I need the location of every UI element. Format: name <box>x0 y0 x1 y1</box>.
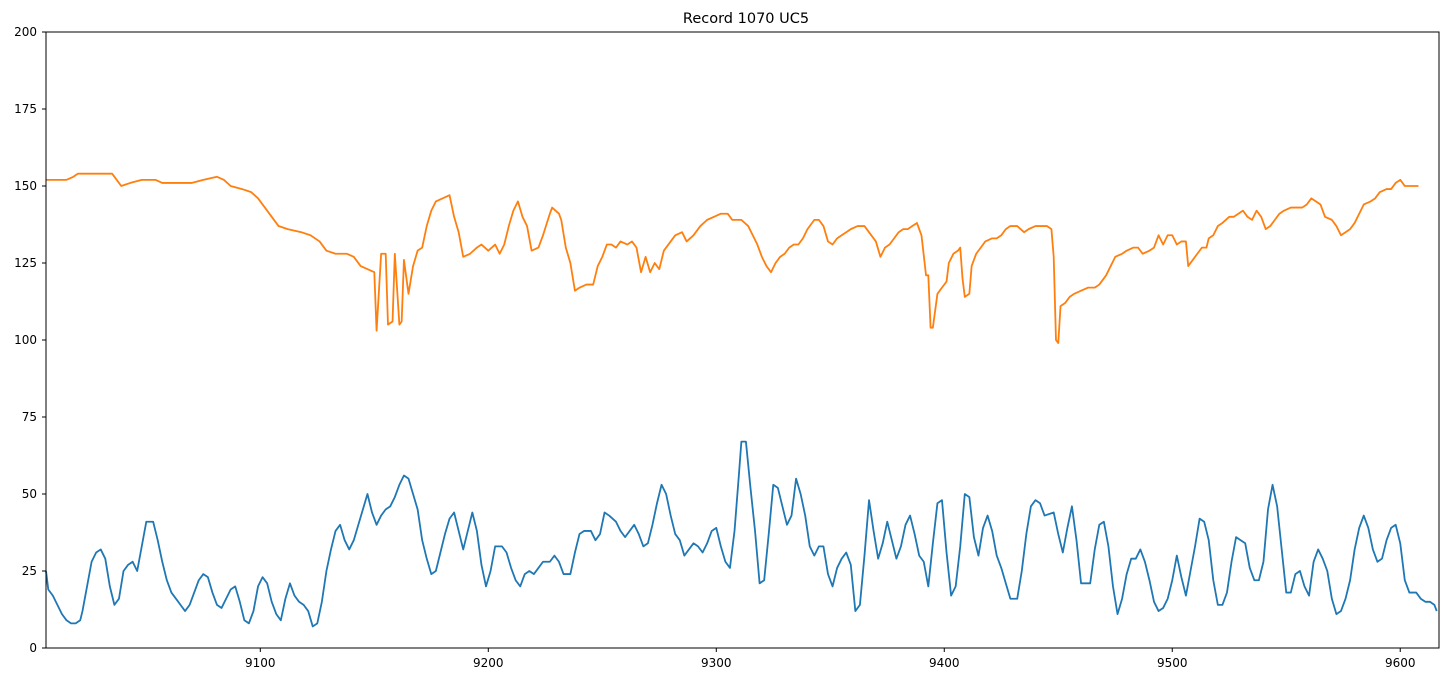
series-layer <box>45 172 1438 628</box>
x-tick-label: 9500 <box>1157 656 1188 670</box>
chart-title: Record 1070 UC5 <box>683 11 809 27</box>
y-tick-label: 75 <box>22 410 37 424</box>
y-tick-label: 125 <box>14 256 37 270</box>
y-tick-label: 100 <box>14 333 37 347</box>
y-tick-label: 175 <box>14 102 37 116</box>
series-line-1 <box>46 172 1419 344</box>
axis-layer: 9100 9200 9300 9400 9500 9600 0 25 50 75 100 125 150… <box>14 25 1415 670</box>
x-tick-label: 9400 <box>929 656 960 670</box>
x-tick-label: 9300 <box>701 656 732 670</box>
y-tick-label: 150 <box>14 179 37 193</box>
y-tick-label: 200 <box>14 25 37 39</box>
y-tick-label: 0 <box>29 641 37 655</box>
y-tick-label: 50 <box>22 487 37 501</box>
x-tick-label: 9100 <box>245 656 276 670</box>
x-tick-label: 9600 <box>1385 656 1416 670</box>
plot-frame <box>45 31 1440 649</box>
series-line-2 <box>45 440 1438 628</box>
y-tick-label: 25 <box>22 564 37 578</box>
x-tick-label: 9200 <box>473 656 504 670</box>
